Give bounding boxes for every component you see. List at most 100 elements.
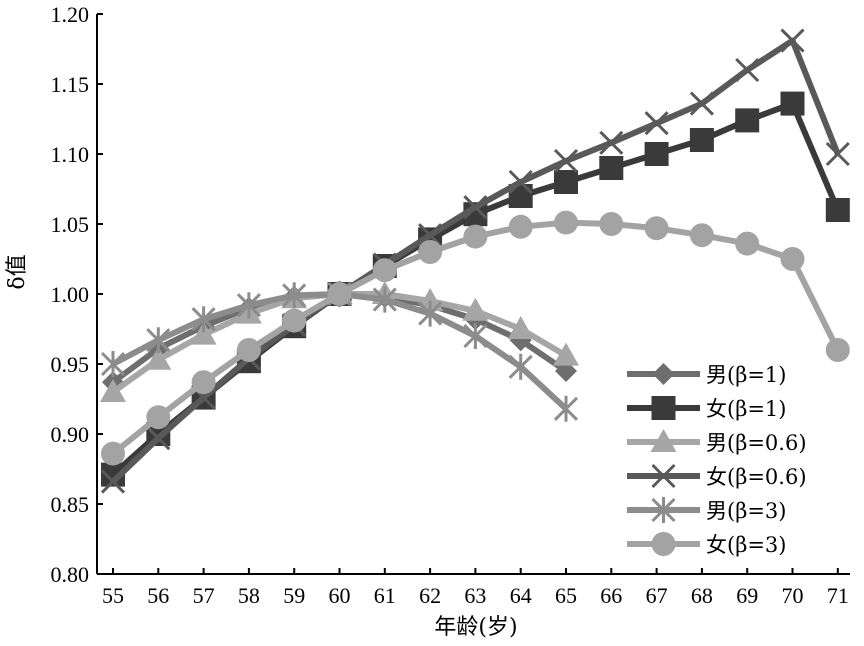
data-point-square <box>780 91 805 116</box>
data-point-square <box>825 198 850 222</box>
y-tick-label: 1.15 <box>51 72 90 97</box>
legend-item: 男(β=0.6) <box>627 429 807 455</box>
data-point-circle <box>463 224 488 249</box>
x-tick-label: 58 <box>238 583 260 608</box>
y-tick-label: 0.90 <box>51 422 90 447</box>
legend-label: 男(β=3) <box>706 499 786 523</box>
series-layer <box>100 28 850 494</box>
x-tick-label: 62 <box>419 583 441 608</box>
legend-marker-square <box>651 396 676 420</box>
legend-marker-triangle <box>650 429 677 452</box>
data-point-circle <box>282 308 307 333</box>
data-point-x <box>599 130 624 155</box>
data-point-circle <box>554 210 578 235</box>
data-point-circle <box>191 370 216 395</box>
data-point-triangle <box>462 297 489 321</box>
legend-item: 男(β=3) <box>627 497 786 523</box>
series-6 <box>101 210 850 466</box>
x-tick-label: 56 <box>147 583 169 608</box>
x-tick-label: 71 <box>827 583 849 608</box>
data-point-asterisk <box>146 327 171 354</box>
data-point-circle <box>101 441 125 466</box>
data-point-square <box>554 170 578 194</box>
x-tick-label: 59 <box>283 583 305 608</box>
legend-label: 女(β=3) <box>706 533 786 557</box>
data-point-circle <box>599 212 624 236</box>
data-point-x <box>689 91 714 116</box>
data-point-asterisk <box>236 292 261 319</box>
data-point-x <box>508 169 533 195</box>
data-point-x <box>463 195 488 220</box>
legend: 男(β=1) 女(β=1) 男(β=0.6) 女(β=0.6) 男(β=3) 女(β=3) <box>627 363 807 557</box>
data-point-circle <box>236 338 261 362</box>
data-point-asterisk <box>372 286 397 313</box>
x-tick-label: 70 <box>782 583 804 608</box>
data-point-triangle <box>553 342 579 366</box>
legend-marker-circle <box>651 532 676 556</box>
y-tick-label: 1.05 <box>51 212 90 237</box>
data-point-circle <box>644 216 669 241</box>
x-tick-label: 57 <box>193 583 215 608</box>
data-point-circle <box>327 282 352 306</box>
data-point-circle <box>146 405 171 430</box>
y-axis-title: δ值 <box>5 254 30 289</box>
data-point-circle <box>689 223 714 248</box>
x-tick-label: 55 <box>102 583 124 608</box>
data-point-circle <box>372 258 397 283</box>
x-tick-label: 65 <box>555 583 577 608</box>
x-tick-label: 69 <box>736 583 758 608</box>
x-tick-label: 67 <box>646 583 668 608</box>
x-tick-label: 60 <box>329 583 351 608</box>
data-point-circle <box>780 247 805 271</box>
data-point-asterisk <box>553 395 579 422</box>
data-point-x <box>644 111 669 136</box>
data-point-asterisk <box>282 282 307 309</box>
y-tick-label: 0.85 <box>51 492 90 517</box>
data-point-asterisk <box>191 306 216 333</box>
series-line <box>111 291 568 385</box>
data-point-x <box>553 148 579 174</box>
data-point-square <box>735 108 760 133</box>
data-point-square <box>689 128 714 152</box>
data-point-asterisk <box>508 353 533 380</box>
data-point-triangle <box>507 316 534 339</box>
data-point-x <box>735 57 760 83</box>
legend-label: 男(β=1) <box>706 363 786 387</box>
data-point-circle <box>508 214 533 239</box>
data-point-triangle <box>100 379 126 402</box>
series-2 <box>101 91 850 487</box>
data-point-square <box>599 156 624 180</box>
data-point-circle <box>418 240 443 264</box>
data-point-circle <box>735 231 760 256</box>
y-ticks: 0.80 0.85 0.90 0.95 1.00 1.05 1.10 1.15 1.20 <box>51 2 103 587</box>
x-tick-label: 66 <box>600 583 622 608</box>
x-ticks: 55 56 57 58 59 60 61 62 63 64 65 66 67 68 69 70 71 <box>102 568 849 608</box>
x-tick-label: 61 <box>374 583 396 608</box>
legend-marker-x <box>651 463 676 489</box>
series-4 <box>100 28 850 494</box>
data-point-asterisk <box>463 323 488 349</box>
data-point-asterisk <box>100 351 126 377</box>
x-tick-label: 63 <box>464 583 486 608</box>
series-line <box>111 291 569 411</box>
legend-item: 女(β=1) <box>627 396 786 421</box>
x-axis-title: 年龄(岁) <box>434 615 517 640</box>
y-tick-label: 1.10 <box>51 142 90 167</box>
legend-marker-diamond <box>652 363 675 385</box>
data-point-x <box>100 469 126 494</box>
y-tick-label: 0.95 <box>51 352 90 377</box>
data-point-triangle <box>190 321 217 345</box>
legend-item: 男(β=1) <box>627 363 786 387</box>
legend-item: 女(β=3) <box>627 532 786 557</box>
legend-label: 女(β=0.6) <box>706 465 807 489</box>
series-line <box>111 291 568 395</box>
legend-item: 女(β=0.6) <box>627 463 807 489</box>
y-tick-label: 1.00 <box>51 282 90 307</box>
x-tick-label: 68 <box>691 583 713 608</box>
data-point-x <box>825 141 850 167</box>
legend-marker-asterisk <box>651 497 676 523</box>
data-point-triangle <box>145 346 172 370</box>
legend-label: 男(β=0.6) <box>706 431 807 455</box>
data-point-circle <box>825 338 850 362</box>
